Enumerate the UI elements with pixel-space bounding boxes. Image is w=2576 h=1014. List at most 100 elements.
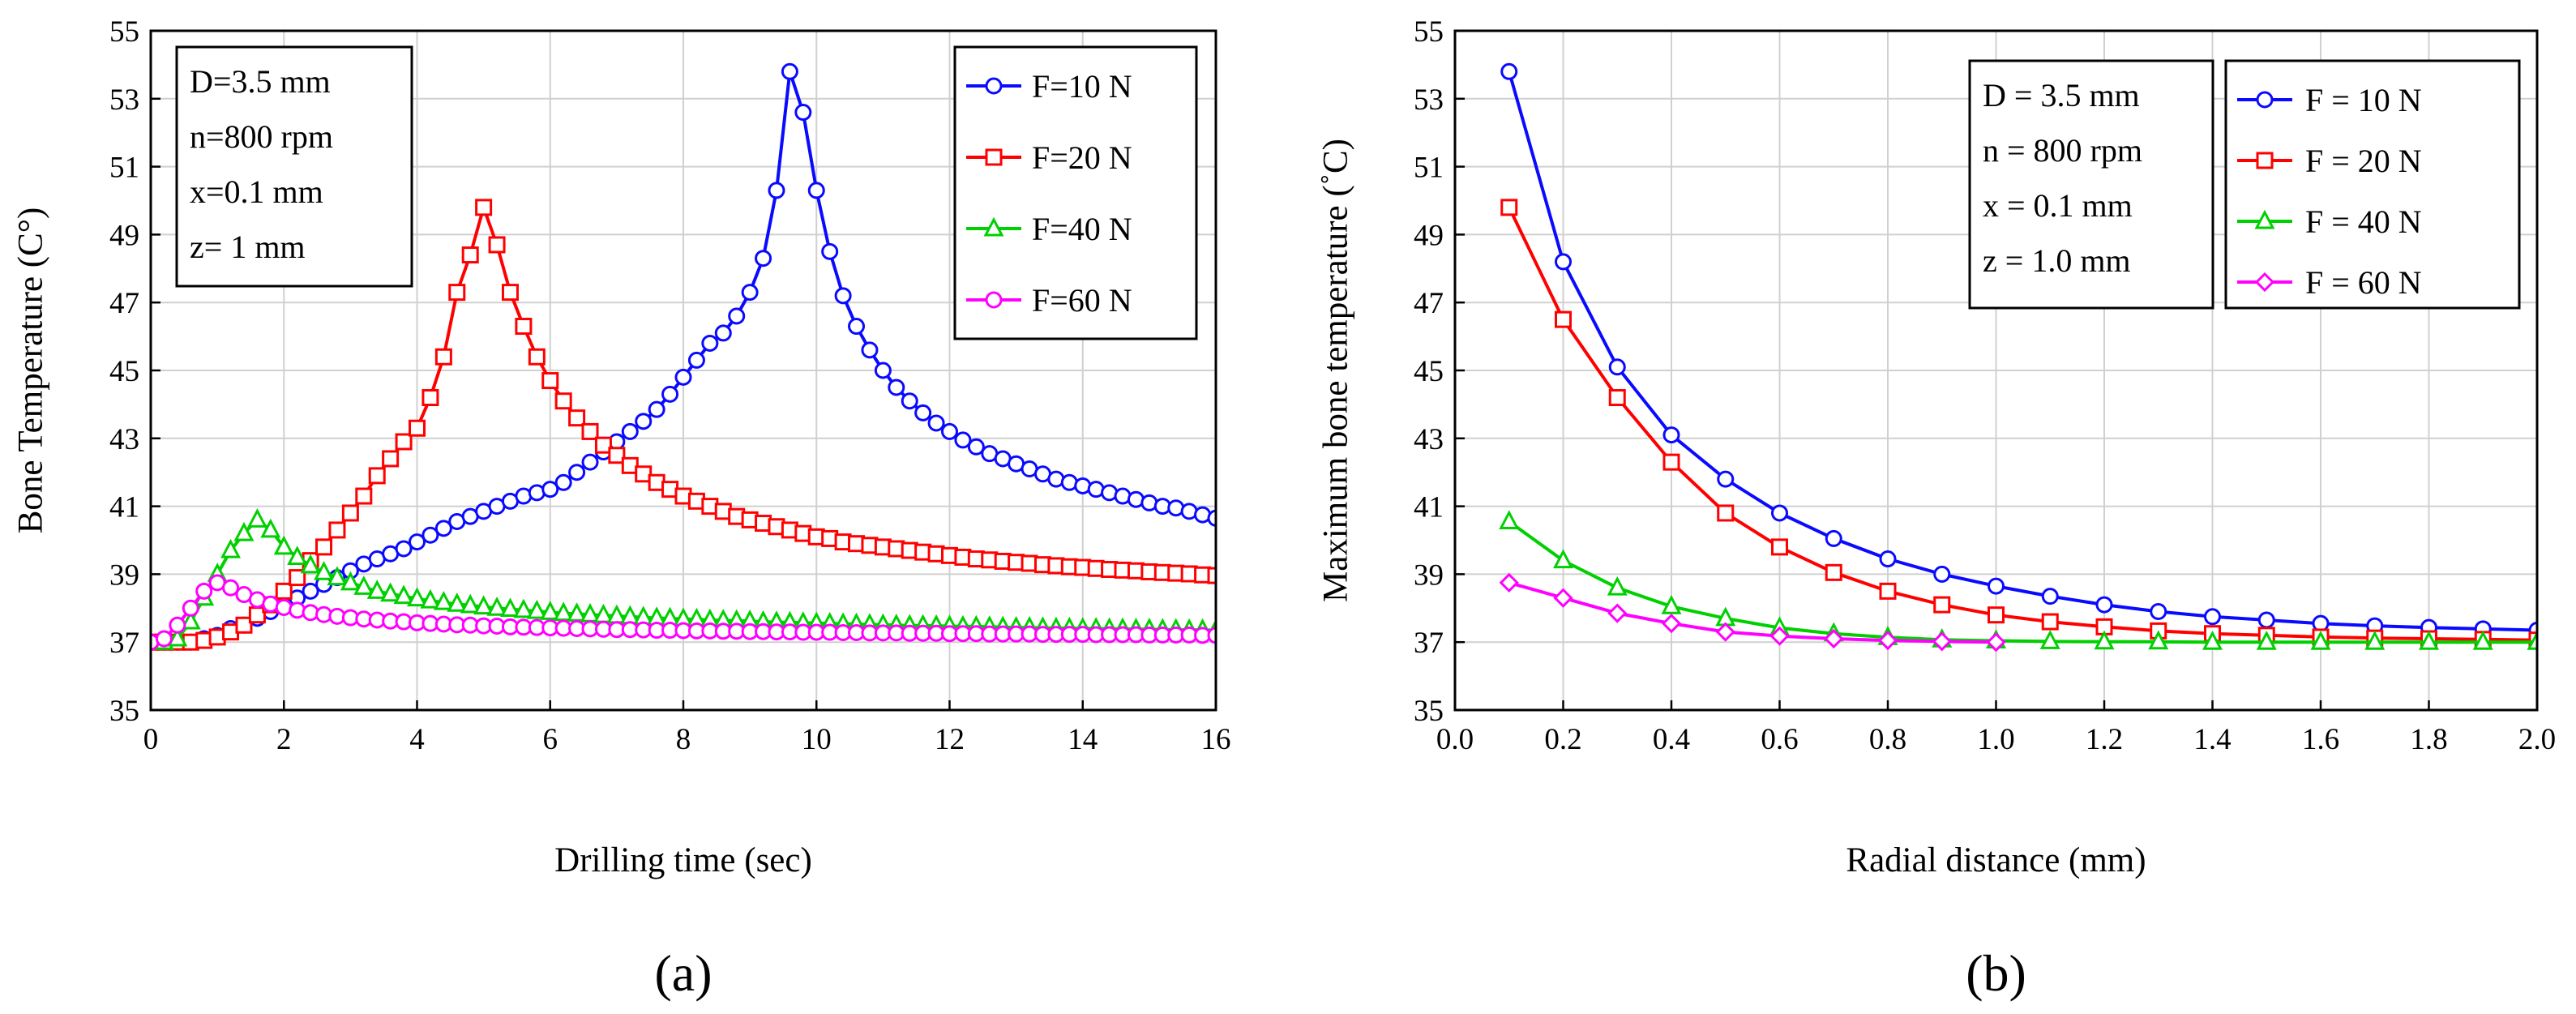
x-tick-label: 4 — [409, 723, 425, 756]
data-point — [1879, 550, 1897, 568]
data-point — [448, 284, 466, 302]
data-point — [233, 521, 255, 541]
data-point — [1207, 509, 1216, 527]
data-point — [433, 590, 454, 610]
data-point — [421, 526, 439, 544]
data-point — [648, 400, 665, 418]
data-point — [501, 284, 519, 302]
x-axis-label: Radial distance (mm) — [1846, 841, 2146, 879]
data-point — [2039, 630, 2060, 649]
series-a-4 — [151, 574, 1216, 651]
gridlines-b — [1454, 30, 2538, 711]
legend-marker — [2254, 209, 2275, 229]
x-tick-label: 1.6 — [2302, 723, 2339, 756]
series-group-b — [1499, 62, 2537, 652]
legend-marker — [985, 148, 1003, 166]
data-point — [794, 104, 812, 122]
legend-a: F=10 N F=20 N F=40 N F=60 N — [953, 45, 1198, 340]
legend-frame — [953, 45, 1198, 340]
data-point — [821, 242, 839, 260]
parameter-text: n = 800 rpm — [1983, 132, 2142, 169]
data-point — [1825, 563, 1842, 581]
x-tick-label: 2 — [276, 723, 292, 756]
data-point — [1608, 358, 1626, 376]
data-point — [848, 318, 866, 336]
data-point — [368, 467, 386, 485]
data-point — [1825, 529, 1842, 547]
data-point — [1932, 631, 1952, 652]
data-point — [182, 599, 199, 617]
data-point — [581, 453, 599, 471]
data-point — [621, 422, 639, 440]
data-point — [289, 569, 306, 587]
data-point — [1662, 426, 1680, 444]
legend-item: F = 60 N — [2237, 264, 2422, 301]
data-point — [701, 334, 719, 352]
legend-marker — [2256, 152, 2274, 169]
data-point — [409, 533, 426, 551]
data-point — [2256, 630, 2277, 650]
data-point — [2148, 630, 2169, 650]
legend-item: F = 10 N — [2237, 82, 2422, 118]
data-point — [728, 307, 746, 325]
data-point — [407, 587, 427, 607]
data-point — [434, 348, 452, 366]
data-point — [1500, 62, 1518, 80]
series-line — [1507, 207, 2537, 642]
data-point — [315, 538, 333, 556]
y-tick-label: 41 — [1414, 491, 1444, 524]
data-point — [2204, 608, 2221, 626]
x-tick-label: 1.4 — [2193, 723, 2231, 756]
data-point — [2150, 602, 2167, 620]
data-point — [540, 601, 561, 620]
legend-marker — [2256, 91, 2274, 109]
x-tick-label: 14 — [1068, 723, 1098, 756]
data-point — [246, 508, 267, 528]
y-axis-label: Bone Temperature (C°) — [12, 208, 50, 534]
y-tick-label: 51 — [109, 152, 139, 185]
data-point — [901, 392, 918, 410]
x-tick-label: 0.6 — [1761, 723, 1798, 756]
data-point — [180, 610, 201, 630]
y-tick-label: 45 — [1414, 355, 1444, 388]
data-point — [1607, 603, 1628, 623]
plot-frame — [149, 29, 1217, 712]
data-point — [473, 595, 494, 615]
data-point — [461, 246, 479, 264]
legend-label: F = 40 N — [2305, 203, 2422, 240]
x-tick-label: 0.4 — [1653, 723, 1690, 756]
data-point — [395, 540, 413, 558]
data-point — [395, 433, 413, 451]
axes-a: 0 2 4 6 8 10 12 14 16 35 37 39 41 43 45 47 49 51 53 55 — [109, 15, 1231, 756]
series-b-2 — [1500, 199, 2537, 649]
data-point — [2041, 613, 2059, 631]
data-point — [1717, 470, 1735, 488]
data-point — [568, 409, 586, 427]
data-point — [834, 287, 852, 305]
data-point — [486, 597, 507, 616]
parameter-box-frame — [175, 45, 413, 288]
series-line — [1508, 520, 2537, 644]
data-point — [287, 546, 308, 565]
panel-label: (a) — [654, 944, 712, 1002]
data-point — [2364, 630, 2386, 650]
data-point — [1879, 582, 1897, 600]
data-point — [2257, 611, 2275, 629]
data-point — [2310, 630, 2331, 650]
data-point — [608, 447, 626, 464]
legend-label: F = 60 N — [2305, 264, 2422, 301]
data-point — [155, 630, 173, 648]
data-point — [169, 616, 186, 634]
data-point — [499, 597, 520, 618]
data-point — [195, 582, 213, 600]
y-tick-label: 37 — [109, 627, 139, 660]
y-tick-label: 47 — [109, 287, 139, 320]
series-b-3 — [1499, 510, 2537, 650]
data-point — [1207, 567, 1216, 584]
data-point — [260, 518, 281, 538]
data-point — [526, 599, 547, 619]
data-point — [941, 422, 958, 440]
y-tick-label: 47 — [1414, 287, 1444, 320]
series-b-4 — [1499, 572, 2006, 652]
